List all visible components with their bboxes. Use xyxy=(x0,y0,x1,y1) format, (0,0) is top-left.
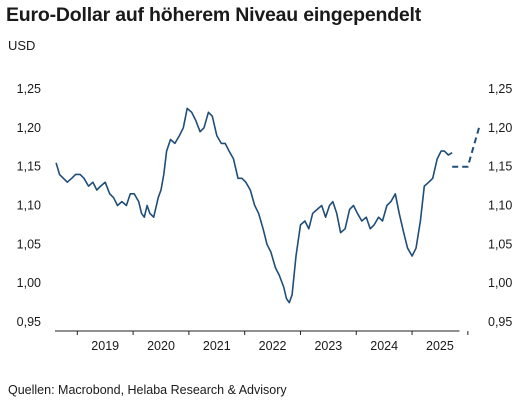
x-tick-label: 2023 xyxy=(314,339,342,353)
y-tick-label-right: 1,10 xyxy=(488,199,512,213)
source-note: Quellen: Macrobond, Helaba Research & Ad… xyxy=(8,383,287,397)
y-tick-label-right: 1,05 xyxy=(488,237,512,251)
x-tick-label: 2020 xyxy=(147,339,175,353)
y-tick-label-right: 1,15 xyxy=(488,160,512,174)
plot-area xyxy=(55,107,480,304)
x-tick-label: 2024 xyxy=(370,339,398,353)
y-tick-label-left: 1,05 xyxy=(17,237,41,251)
eurusd-line xyxy=(55,107,453,304)
y-tick-label-left: 0,95 xyxy=(17,315,41,329)
y-tick-label-right: 1,00 xyxy=(488,276,512,290)
y-tick-label-right: 0,95 xyxy=(488,315,512,329)
y-tick-label-right: 1,20 xyxy=(488,121,512,135)
x-tick-label: 2025 xyxy=(426,339,454,353)
chart-title: Euro-Dollar auf höherem Niveau eingepend… xyxy=(6,4,422,26)
y-tick-label-right: 1,25 xyxy=(488,82,512,96)
forecast-line xyxy=(452,127,480,168)
x-tick-label: 2019 xyxy=(91,339,119,353)
y-tick-label-left: 1,20 xyxy=(17,121,41,135)
y-tick-label-left: 1,10 xyxy=(17,199,41,213)
chart-axes: 0,95 0,95 1,00 1,00 1,05 1,05 1,10 1,10 1,15 1,15… xyxy=(17,82,513,353)
x-tick-label: 2022 xyxy=(259,339,287,353)
x-tick-label: 2021 xyxy=(203,339,231,353)
y-axis-unit: USD xyxy=(8,38,36,53)
y-tick-label-left: 1,00 xyxy=(17,276,41,290)
y-tick-label-left: 1,25 xyxy=(17,82,41,96)
y-tick-label-left: 1,15 xyxy=(17,160,41,174)
